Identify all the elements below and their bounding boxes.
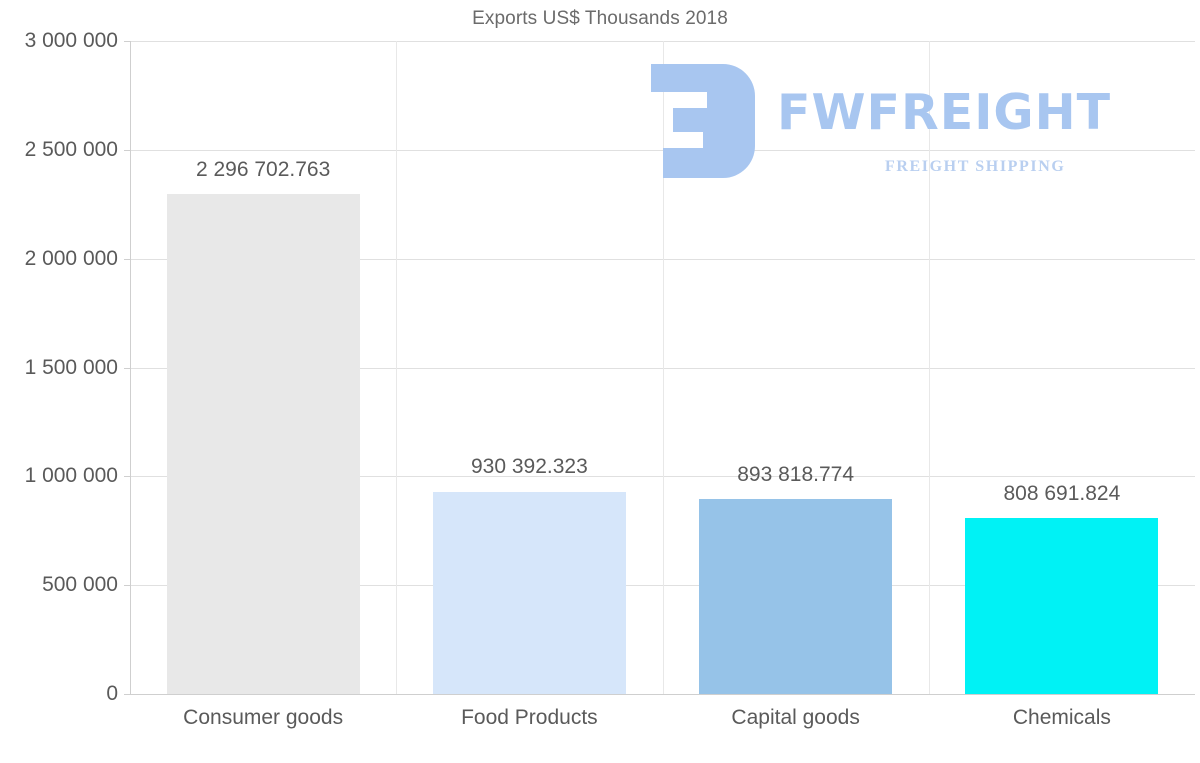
y-axis-tick-label: 0 [106,682,118,705]
y-axis-tick-label: 1 000 000 [24,464,118,488]
bar-chemicals[interactable] [965,517,1159,694]
x-axis-category-label: Chemicals [1012,706,1111,729]
bar-value-label: 893 818.774 [737,463,855,487]
x-axis-category-label: Capital goods [731,706,860,729]
gridline-vertical [396,41,398,694]
y-axis-tick-label: 1 500 000 [24,355,118,379]
bar-food-products[interactable] [432,491,626,694]
chart-title: Exports US$ Thousands 2018 [472,8,728,29]
plot-area [130,41,1195,695]
x-axis-category-label: Food Products [461,706,598,729]
bar-value-label: 930 392.323 [470,455,588,479]
y-axis-tick-label: 2 500 000 [24,137,118,161]
x-axis-category-label: Consumer goods [183,706,344,729]
bar-capital-goods[interactable] [699,499,893,694]
y-axis-tick-label: 3 000 000 [24,29,118,52]
gridline-vertical [928,41,930,694]
bar-value-label: 2 296 702.763 [195,158,331,182]
bar-value-label: 808 691.824 [1003,481,1121,505]
x-axis-line [130,694,1195,695]
y-axis-tick-label: 2 000 000 [24,246,118,270]
y-axis-line [130,41,131,695]
gridline-vertical [662,41,664,694]
y-axis-tick-label: 500 000 [42,573,118,597]
bar-consumer-goods[interactable] [166,194,360,694]
